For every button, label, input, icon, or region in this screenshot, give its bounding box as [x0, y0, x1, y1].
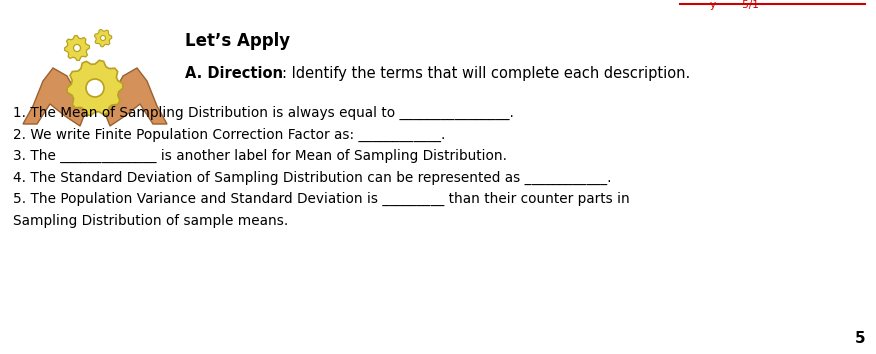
Text: A. Direction: A. Direction — [185, 66, 283, 81]
Circle shape — [74, 45, 81, 51]
Text: Sampling Distribution of sample means.: Sampling Distribution of sample means. — [13, 213, 288, 228]
Text: : Identify the terms that will complete each description.: : Identify the terms that will complete … — [282, 66, 690, 81]
Polygon shape — [95, 29, 112, 47]
Polygon shape — [23, 68, 87, 126]
Text: 3. The ______________ is another label for Mean of Sampling Distribution.: 3. The ______________ is another label f… — [13, 149, 507, 163]
Circle shape — [101, 35, 105, 40]
Text: 2. We write Finite Population Correction Factor as: ____________.: 2. We write Finite Population Correction… — [13, 127, 445, 142]
Text: Let’s Apply: Let’s Apply — [185, 32, 290, 50]
Text: 5: 5 — [854, 331, 865, 346]
Polygon shape — [103, 68, 167, 126]
Text: 1. The Mean of Sampling Distribution is always equal to ________________.: 1. The Mean of Sampling Distribution is … — [13, 106, 514, 120]
Text: 4. The Standard Deviation of Sampling Distribution can be represented as _______: 4. The Standard Deviation of Sampling Di… — [13, 171, 611, 185]
Polygon shape — [65, 35, 89, 61]
Text: 5. The Population Variance and Standard Deviation is _________ than their counte: 5. The Population Variance and Standard … — [13, 192, 630, 206]
Text: y        5/1: y 5/1 — [710, 0, 759, 10]
Polygon shape — [67, 60, 123, 116]
Circle shape — [86, 79, 104, 97]
